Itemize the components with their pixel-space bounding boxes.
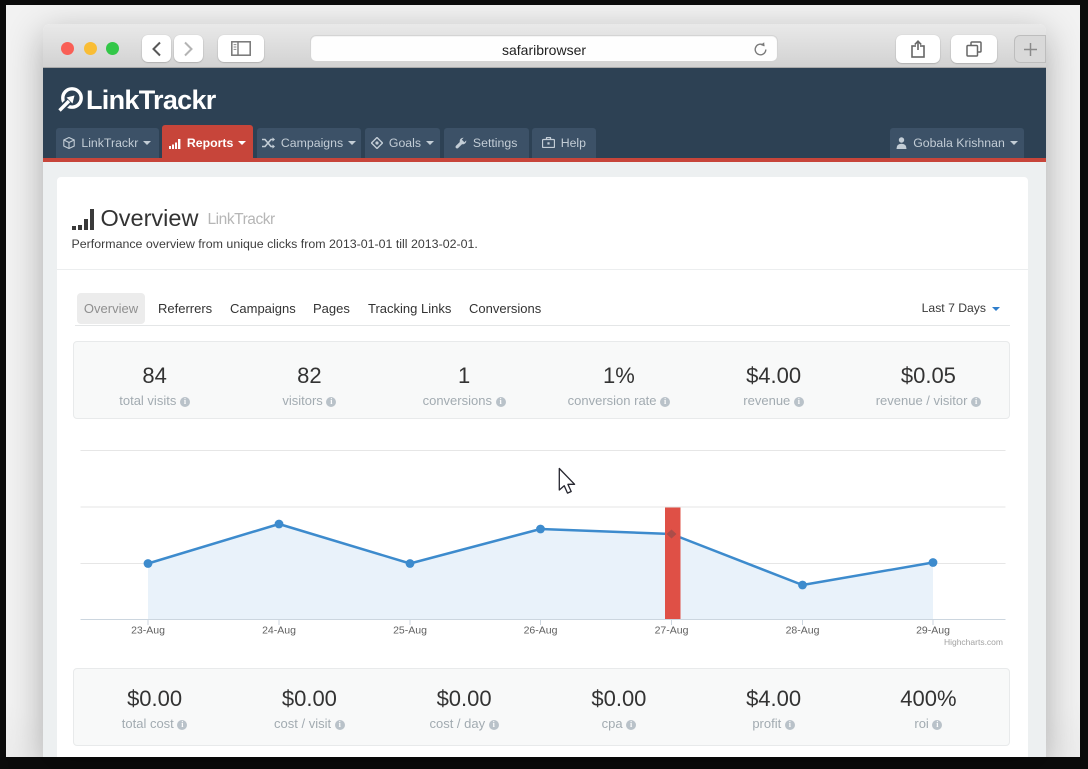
svg-text:29-Aug: 29-Aug bbox=[916, 625, 950, 637]
svg-text:25-Aug: 25-Aug bbox=[393, 625, 427, 637]
svg-text:28-Aug: 28-Aug bbox=[786, 625, 820, 637]
svg-text:26-Aug: 26-Aug bbox=[524, 625, 558, 637]
svg-text:23-Aug: 23-Aug bbox=[131, 625, 165, 637]
svg-text:24-Aug: 24-Aug bbox=[262, 625, 296, 637]
svg-text:Highcharts.com: Highcharts.com bbox=[944, 637, 1003, 647]
svg-text:27-Aug: 27-Aug bbox=[655, 625, 689, 637]
